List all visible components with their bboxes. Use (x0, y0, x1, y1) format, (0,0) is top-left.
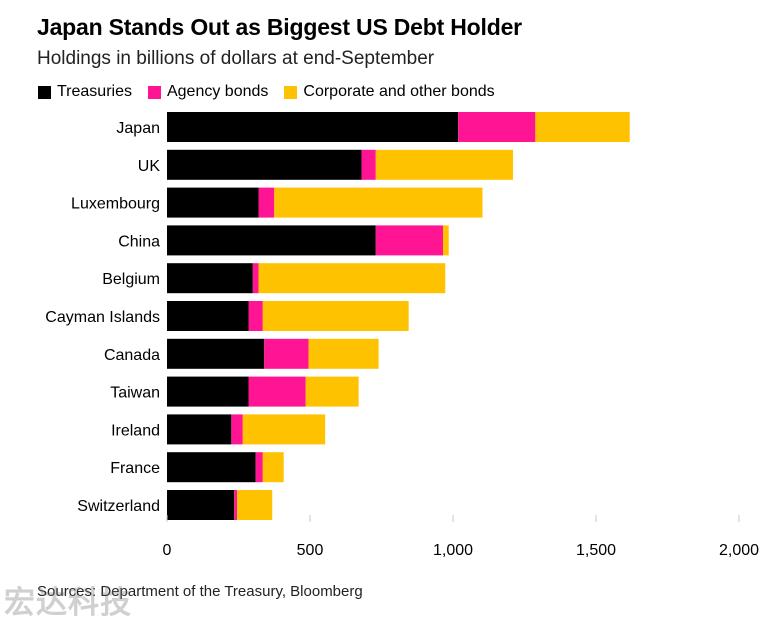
bar-segment-uk-agency-bonds (361, 149, 376, 180)
legend-swatch-corporate-bonds (284, 85, 298, 99)
legend-item-corporate-bonds: Corporate and other bonds (284, 83, 495, 101)
category-label-uk: UK (138, 158, 161, 175)
bar-segment-china-corporate-and-other-bonds (442, 225, 449, 256)
bar-segment-uk-treasuries (167, 149, 362, 180)
bar-segment-canada-treasuries (167, 338, 265, 369)
x-tick-label-2000: 2,000 (719, 542, 759, 559)
legend-label-agency-bonds: Agency bonds (166, 83, 269, 100)
category-label-taiwan: Taiwan (110, 385, 160, 402)
chart-subtitle: Holdings in billions of dollars at end-S… (37, 48, 435, 69)
chart-title: Japan Stands Out as Biggest US Debt Hold… (37, 14, 522, 40)
x-tick-label-0: 0 (163, 542, 172, 559)
bar-segment-france-corporate-and-other-bonds (262, 452, 284, 483)
watermark-logo: 宏达科技 (4, 585, 132, 621)
bar-segment-ireland-corporate-and-other-bonds (242, 414, 326, 445)
bar-segment-luxembourg-treasuries (167, 187, 259, 218)
bar-segment-taiwan-agency-bonds (248, 376, 306, 407)
bar-segment-japan-agency-bonds (458, 112, 536, 142)
category-label-belgium: Belgium (102, 271, 160, 288)
bar-segment-ireland-treasuries (167, 414, 232, 445)
category-label-canada: Canada (104, 347, 160, 364)
category-label-switzerland: Switzerland (77, 498, 160, 515)
legend-swatch-agency-bonds (147, 85, 161, 99)
x-tick-label-1500: 1,500 (576, 542, 616, 559)
category-label-china: China (118, 233, 160, 250)
bar-segment-switzerland-treasuries (167, 490, 235, 520)
bar-segment-canada-corporate-and-other-bonds (308, 338, 379, 369)
bar-segment-japan-treasuries (167, 112, 459, 142)
bar-segment-china-treasuries (167, 225, 376, 256)
legend: Treasuries Agency bonds Corporate and ot… (38, 82, 495, 102)
bar-segment-cayman-islands-corporate-and-other-bonds (262, 301, 409, 331)
legend-label-treasuries: Treasuries (57, 83, 132, 100)
x-tick-label-1000: 1,000 (433, 542, 473, 559)
bar-segment-switzerland-corporate-and-other-bonds (237, 490, 273, 520)
bar-segment-belgium-agency-bonds (252, 263, 259, 294)
bar-segment-china-agency-bonds (375, 225, 443, 256)
bar-segment-japan-corporate-and-other-bonds (535, 112, 630, 142)
bar-segment-switzerland-agency-bonds (234, 490, 238, 520)
category-label-luxembourg: Luxembourg (71, 196, 160, 213)
bar-segment-belgium-treasuries (167, 263, 253, 294)
bar-segment-cayman-islands-agency-bonds (248, 301, 263, 331)
bar-segment-cayman-islands-treasuries (167, 301, 249, 331)
bar-segment-canada-agency-bonds (264, 338, 309, 369)
source-note: Sources: Department of the Treasury, Blo… (37, 583, 363, 600)
bar-segment-ireland-agency-bonds (231, 414, 243, 445)
bar-segment-taiwan-corporate-and-other-bonds (305, 376, 359, 407)
legend-item-agency-bonds: Agency bonds (147, 83, 269, 101)
bar-segment-belgium-corporate-and-other-bonds (258, 263, 446, 294)
legend-label-corporate-bonds: Corporate and other bonds (303, 83, 495, 100)
x-tick-label-500: 500 (297, 542, 324, 559)
legend-item-treasuries: Treasuries (38, 83, 132, 101)
category-label-cayman-islands: Cayman Islands (45, 309, 160, 326)
legend-swatch-treasuries (38, 85, 51, 99)
category-label-japan: Japan (116, 120, 160, 137)
bar-segment-uk-corporate-and-other-bonds (375, 149, 514, 180)
bar-segment-france-treasuries (167, 452, 256, 483)
bar-segment-france-agency-bonds (255, 452, 263, 483)
bar-segment-luxembourg-agency-bonds (258, 187, 275, 218)
category-label-france: France (110, 460, 160, 477)
bar-segment-luxembourg-corporate-and-other-bonds (274, 187, 483, 218)
bar-segment-taiwan-treasuries (167, 376, 249, 407)
category-label-ireland: Ireland (111, 422, 160, 439)
